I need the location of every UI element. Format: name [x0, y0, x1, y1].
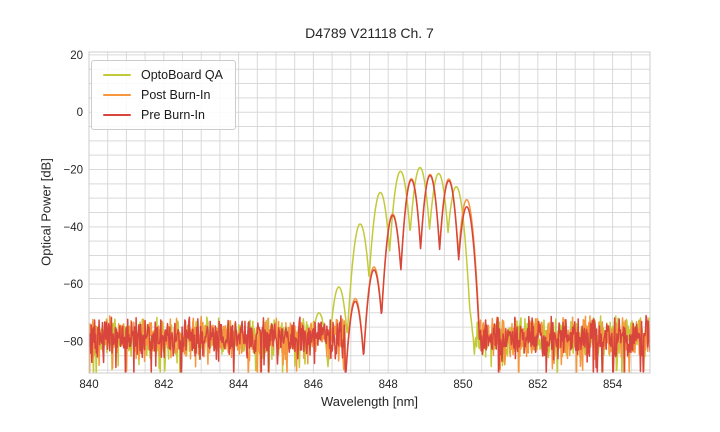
- y-tick-label: 20: [70, 50, 83, 62]
- legend-item-post-burn-in: Post Burn-In: [103, 85, 223, 105]
- y-tick-label: −60: [63, 279, 83, 291]
- x-tick-label: 840: [79, 379, 98, 391]
- legend-item-pre-burn-in: Pre Burn-In: [103, 105, 223, 125]
- y-tick-label: 0: [77, 107, 83, 119]
- legend-swatch-optoboard-qa: [103, 74, 131, 76]
- x-tick-label: 852: [528, 379, 547, 391]
- chart-title: D4789 V21118 Ch. 7: [305, 25, 434, 41]
- grid-lines: [89, 52, 650, 373]
- legend-item-optoboard-qa: OptoBoard QA: [103, 65, 223, 85]
- y-axis-label: Optical Power [dB]: [38, 158, 54, 266]
- y-tick-label: −80: [63, 337, 83, 349]
- x-tick-label: 842: [154, 379, 173, 391]
- x-tick-label: 846: [304, 379, 323, 391]
- x-tick-label: 848: [379, 379, 398, 391]
- x-tick-label: 854: [603, 379, 623, 391]
- y-tick-label: −40: [63, 222, 83, 234]
- series-line-pre-burn-in: [89, 174, 650, 373]
- legend-label-optoboard-qa: OptoBoard QA: [141, 68, 223, 82]
- legend-label-post-burn-in: Post Burn-In: [141, 88, 211, 102]
- y-tick-label: −20: [63, 165, 83, 177]
- legend-swatch-pre-burn-in: [103, 114, 131, 116]
- legend-swatch-post-burn-in: [103, 94, 131, 96]
- x-axis-label: Wavelength [nm]: [320, 394, 419, 409]
- axes-spines: [88, 51, 651, 374]
- legend: OptoBoard QA Post Burn-In Pre Burn-In: [91, 60, 236, 130]
- x-tick-label: 850: [453, 379, 472, 391]
- x-tick-label: 844: [229, 379, 249, 391]
- legend-label-pre-burn-in: Pre Burn-In: [141, 108, 205, 122]
